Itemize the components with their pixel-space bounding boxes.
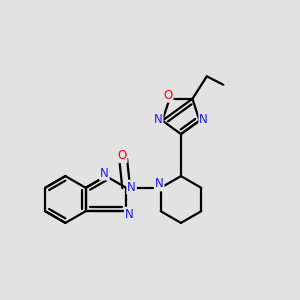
Text: N: N xyxy=(127,181,136,194)
Text: O: O xyxy=(164,89,172,102)
Text: O: O xyxy=(117,149,127,162)
Text: N: N xyxy=(155,177,164,190)
Text: N: N xyxy=(199,113,208,126)
Text: N: N xyxy=(154,113,163,126)
Text: N: N xyxy=(125,208,134,221)
Text: N: N xyxy=(100,167,109,180)
